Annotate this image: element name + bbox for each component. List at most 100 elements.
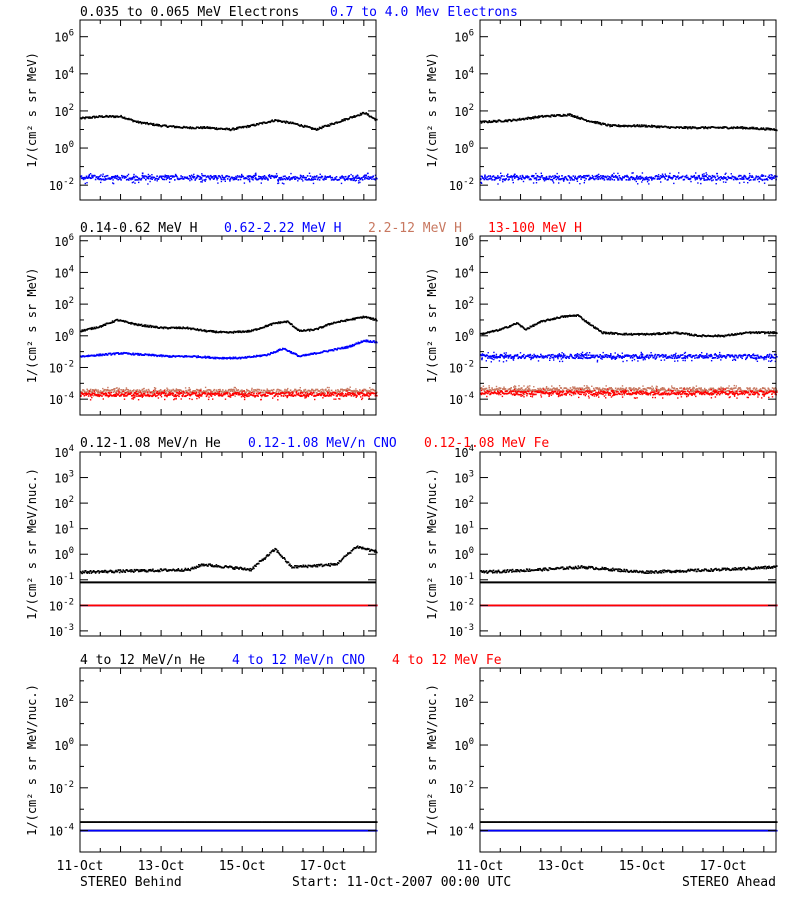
data-point xyxy=(679,355,681,358)
data-point xyxy=(357,341,360,344)
data-point xyxy=(297,392,300,394)
data-point xyxy=(650,333,652,335)
data-point xyxy=(694,357,696,359)
data-point xyxy=(646,354,649,356)
data-point xyxy=(105,353,107,355)
data-point xyxy=(185,355,187,357)
data-point xyxy=(154,326,157,329)
data-point xyxy=(545,320,547,322)
data-point xyxy=(106,389,108,392)
data-point xyxy=(568,114,570,117)
data-point xyxy=(634,178,637,181)
data-point xyxy=(558,175,560,178)
data-point xyxy=(615,357,618,359)
data-point xyxy=(224,176,227,178)
data-point xyxy=(760,127,763,129)
data-point xyxy=(607,331,610,334)
data-point xyxy=(580,316,582,318)
data-point xyxy=(180,398,182,400)
data-point xyxy=(190,177,192,180)
data-point xyxy=(344,346,347,348)
data-point xyxy=(599,354,601,356)
data-point xyxy=(238,392,240,394)
data-point xyxy=(109,177,111,179)
data-point xyxy=(494,176,496,179)
data-point xyxy=(167,393,170,395)
data-point xyxy=(570,354,572,356)
data-point xyxy=(730,173,732,175)
data-point xyxy=(609,177,611,179)
data-point xyxy=(169,178,171,180)
data-point xyxy=(754,332,757,334)
data-point xyxy=(732,127,734,130)
data-point xyxy=(547,178,550,181)
data-point xyxy=(247,178,249,181)
data-point xyxy=(356,392,359,394)
data-point xyxy=(310,179,312,181)
data-point xyxy=(96,176,98,178)
data-point xyxy=(206,126,209,128)
data-point xyxy=(104,394,107,397)
data-point xyxy=(232,389,234,391)
data-point xyxy=(260,327,263,329)
data-point xyxy=(559,354,561,356)
data-point xyxy=(110,177,112,180)
data-point xyxy=(109,115,112,117)
data-point xyxy=(757,175,760,178)
data-point xyxy=(289,322,291,325)
data-point xyxy=(592,176,594,178)
data-point xyxy=(717,334,719,336)
data-point xyxy=(356,174,359,176)
data-point xyxy=(248,180,251,182)
data-point xyxy=(136,395,138,397)
data-point xyxy=(169,327,172,330)
data-point xyxy=(625,176,628,178)
data-point xyxy=(691,359,693,362)
data-point xyxy=(268,392,271,394)
data-point xyxy=(561,175,563,177)
data-point xyxy=(158,176,160,179)
data-point xyxy=(311,127,314,129)
data-point xyxy=(86,182,88,184)
data-point xyxy=(220,180,223,183)
data-point xyxy=(311,128,313,130)
data-point xyxy=(291,394,293,396)
data-point xyxy=(292,395,295,397)
data-point xyxy=(564,315,566,317)
data-point xyxy=(686,126,688,128)
data-point xyxy=(667,357,669,359)
data-point xyxy=(607,355,610,357)
data-point xyxy=(675,352,677,355)
data-point xyxy=(749,355,751,357)
y-tick-label: 100 xyxy=(454,140,474,156)
data-point xyxy=(368,115,370,117)
data-point xyxy=(277,179,280,181)
data-point xyxy=(277,120,279,123)
data-point xyxy=(140,177,143,180)
data-point xyxy=(703,126,706,129)
data-point xyxy=(132,352,134,355)
data-point xyxy=(341,175,343,177)
data-point xyxy=(492,354,494,357)
data-point xyxy=(97,393,100,396)
data-point xyxy=(734,176,737,179)
data-point xyxy=(164,394,166,397)
data-point xyxy=(173,398,175,401)
data-point xyxy=(200,328,202,331)
data-point xyxy=(347,178,349,181)
data-point xyxy=(142,175,145,177)
data-point xyxy=(513,357,515,359)
data-point xyxy=(201,181,203,183)
data-point xyxy=(90,391,93,394)
data-point xyxy=(512,181,514,184)
data-point xyxy=(518,119,520,121)
data-point xyxy=(189,126,192,128)
data-point xyxy=(643,124,646,127)
data-point xyxy=(183,356,185,358)
data-point xyxy=(646,177,648,180)
data-point xyxy=(539,321,541,324)
data-point xyxy=(758,331,760,333)
data-point xyxy=(305,396,307,399)
data-point xyxy=(585,177,587,180)
